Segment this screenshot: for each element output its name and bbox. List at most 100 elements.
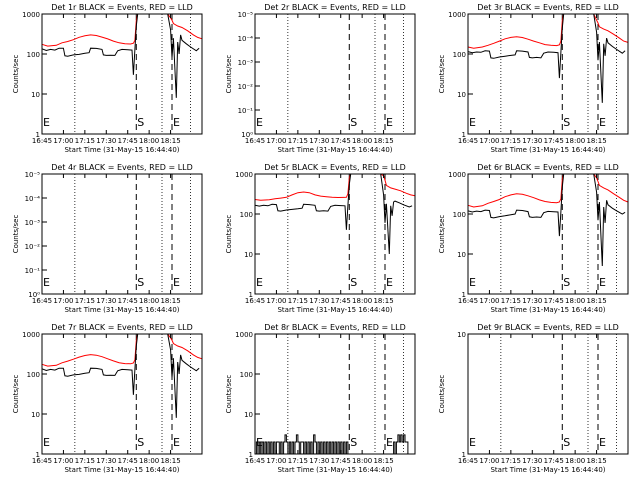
x-tick-label: 18:15 <box>586 457 606 465</box>
lld-series-line <box>467 173 629 208</box>
y-axis-label: Counts/sec <box>12 375 20 414</box>
y-tick-label: 1 <box>36 131 40 139</box>
event-marker-e: E <box>43 276 50 289</box>
detector-panel-5: Det 5r BLACK = Events, RED = LLD E S E 16:45… <box>225 163 416 314</box>
x-axis-label: Start Time (31-May-15 16:44:40) <box>490 466 605 474</box>
events-series-line <box>41 333 200 418</box>
event-marker-e: E <box>43 436 50 449</box>
y-tick-label: 10⁻⁵ <box>25 171 41 179</box>
lld-series-line <box>254 173 416 201</box>
x-tick-label: 17:00 <box>266 137 286 145</box>
plot-frame <box>41 13 203 135</box>
x-tick-label: 18:00 <box>139 297 159 305</box>
y-tick-label: 10 <box>457 251 466 259</box>
x-tick-label: 18:15 <box>160 457 180 465</box>
y-tick-label: 10⁻⁵ <box>238 11 254 19</box>
x-axis-label: Start Time (31-May-15 16:44:40) <box>64 466 179 474</box>
detector-panel-4: Det 4r BLACK = Events, RED = LLD E S E 16:45… <box>12 163 203 314</box>
x-tick-label: 17:00 <box>266 297 286 305</box>
x-axis-label: Start Time (31-May-15 16:44:40) <box>64 306 179 314</box>
plot-frame <box>254 333 416 455</box>
x-tick-label: 17:45 <box>544 137 564 145</box>
x-tick-label: 17:00 <box>53 137 73 145</box>
x-tick-label: 16:45 <box>458 457 478 465</box>
panel-title: Det 6r BLACK = Events, RED = LLD <box>477 163 619 172</box>
x-tick-label: 16:45 <box>458 137 478 145</box>
x-axis-label: Start Time (31-May-15 16:44:40) <box>490 146 605 154</box>
event-marker-e: E <box>256 276 263 289</box>
y-axis-label: Counts/sec <box>438 215 446 254</box>
panel-title: Det 9r BLACK = Events, RED = LLD <box>477 323 619 332</box>
y-tick-label: 100 <box>240 211 253 219</box>
event-marker-s: S <box>350 116 357 129</box>
detector-panel-7: Det 7r BLACK = Events, RED = LLD E S E 16:45… <box>12 323 203 474</box>
lld-series-line <box>41 13 203 47</box>
x-tick-label: 17:00 <box>479 457 499 465</box>
x-tick-label: 17:30 <box>96 297 116 305</box>
y-axis-label: Counts/sec <box>12 215 20 254</box>
y-axis-label: Counts/sec <box>438 375 446 414</box>
x-tick-label: 17:15 <box>288 297 308 305</box>
x-tick-label: 17:45 <box>544 297 564 305</box>
y-tick-label: 10⁻³ <box>25 219 41 227</box>
x-tick-label: 18:00 <box>139 137 159 145</box>
x-tick-label: 18:00 <box>352 137 372 145</box>
x-axis-label: Start Time (31-May-15 16:44:40) <box>277 146 392 154</box>
y-tick-label: 1 <box>36 451 40 459</box>
x-tick-label: 17:15 <box>75 457 95 465</box>
x-tick-label: 17:00 <box>53 297 73 305</box>
y-tick-label: 1000 <box>235 171 253 179</box>
x-tick-label: 17:45 <box>331 297 351 305</box>
y-axis-label: Counts/sec <box>225 215 233 254</box>
panel-title: Det 5r BLACK = Events, RED = LLD <box>264 163 406 172</box>
x-tick-label: 18:00 <box>352 297 372 305</box>
x-tick-label: 18:15 <box>373 297 393 305</box>
y-tick-label: 10⁰ <box>28 291 40 299</box>
x-tick-label: 17:15 <box>75 137 95 145</box>
x-tick-label: 16:45 <box>32 297 52 305</box>
x-tick-label: 16:45 <box>245 297 265 305</box>
x-axis-label: Start Time (31-May-15 16:44:40) <box>64 146 179 154</box>
y-tick-label: 10⁻¹ <box>238 107 254 115</box>
x-axis-label: Start Time (31-May-15 16:44:40) <box>277 306 392 314</box>
y-tick-label: 1000 <box>235 331 253 339</box>
y-tick-label: 10⁻² <box>25 243 41 251</box>
y-tick-label: 10 <box>31 411 40 419</box>
x-tick-label: 16:45 <box>32 137 52 145</box>
plot-frame <box>41 173 203 295</box>
x-tick-label: 17:30 <box>522 297 542 305</box>
panel-title: Det 4r BLACK = Events, RED = LLD <box>51 163 193 172</box>
x-tick-label: 18:15 <box>160 297 180 305</box>
events-series-line <box>255 434 409 455</box>
y-tick-label: 10 <box>31 91 40 99</box>
y-tick-label: 10⁻³ <box>238 59 254 67</box>
y-tick-label: 10⁻⁴ <box>25 195 41 203</box>
plot-frame <box>467 333 629 455</box>
y-tick-label: 1000 <box>448 11 466 19</box>
y-axis-label: Counts/sec <box>225 375 233 414</box>
y-tick-label: 1000 <box>22 11 40 19</box>
x-tick-label: 17:30 <box>309 297 329 305</box>
event-marker-e: E <box>173 276 180 289</box>
event-marker-e: E <box>256 116 263 129</box>
y-tick-label: 1 <box>462 451 466 459</box>
x-tick-label: 17:15 <box>288 137 308 145</box>
event-marker-s: S <box>563 436 570 449</box>
event-marker-s: S <box>137 436 144 449</box>
x-tick-label: 17:45 <box>331 137 351 145</box>
detector-panel-2: Det 2r BLACK = Events, RED = LLD E S E 16:45… <box>225 3 416 154</box>
plot-frame <box>467 13 629 135</box>
y-tick-label: 1000 <box>448 171 466 179</box>
panel-title: Det 8r BLACK = Events, RED = LLD <box>264 323 406 332</box>
plot-frame <box>254 13 416 135</box>
y-tick-label: 1000 <box>22 331 40 339</box>
y-tick-label: 10 <box>244 411 253 419</box>
y-tick-label: 10⁰ <box>241 131 253 139</box>
x-tick-label: 17:45 <box>331 457 351 465</box>
x-tick-label: 18:15 <box>160 137 180 145</box>
y-tick-label: 100 <box>453 51 466 59</box>
y-axis-label: Counts/sec <box>225 55 233 94</box>
x-tick-label: 17:15 <box>501 137 521 145</box>
x-tick-label: 17:45 <box>118 457 138 465</box>
detector-panel-9: Det 9r BLACK = Events, RED = LLD E S E 16:45… <box>438 323 629 474</box>
